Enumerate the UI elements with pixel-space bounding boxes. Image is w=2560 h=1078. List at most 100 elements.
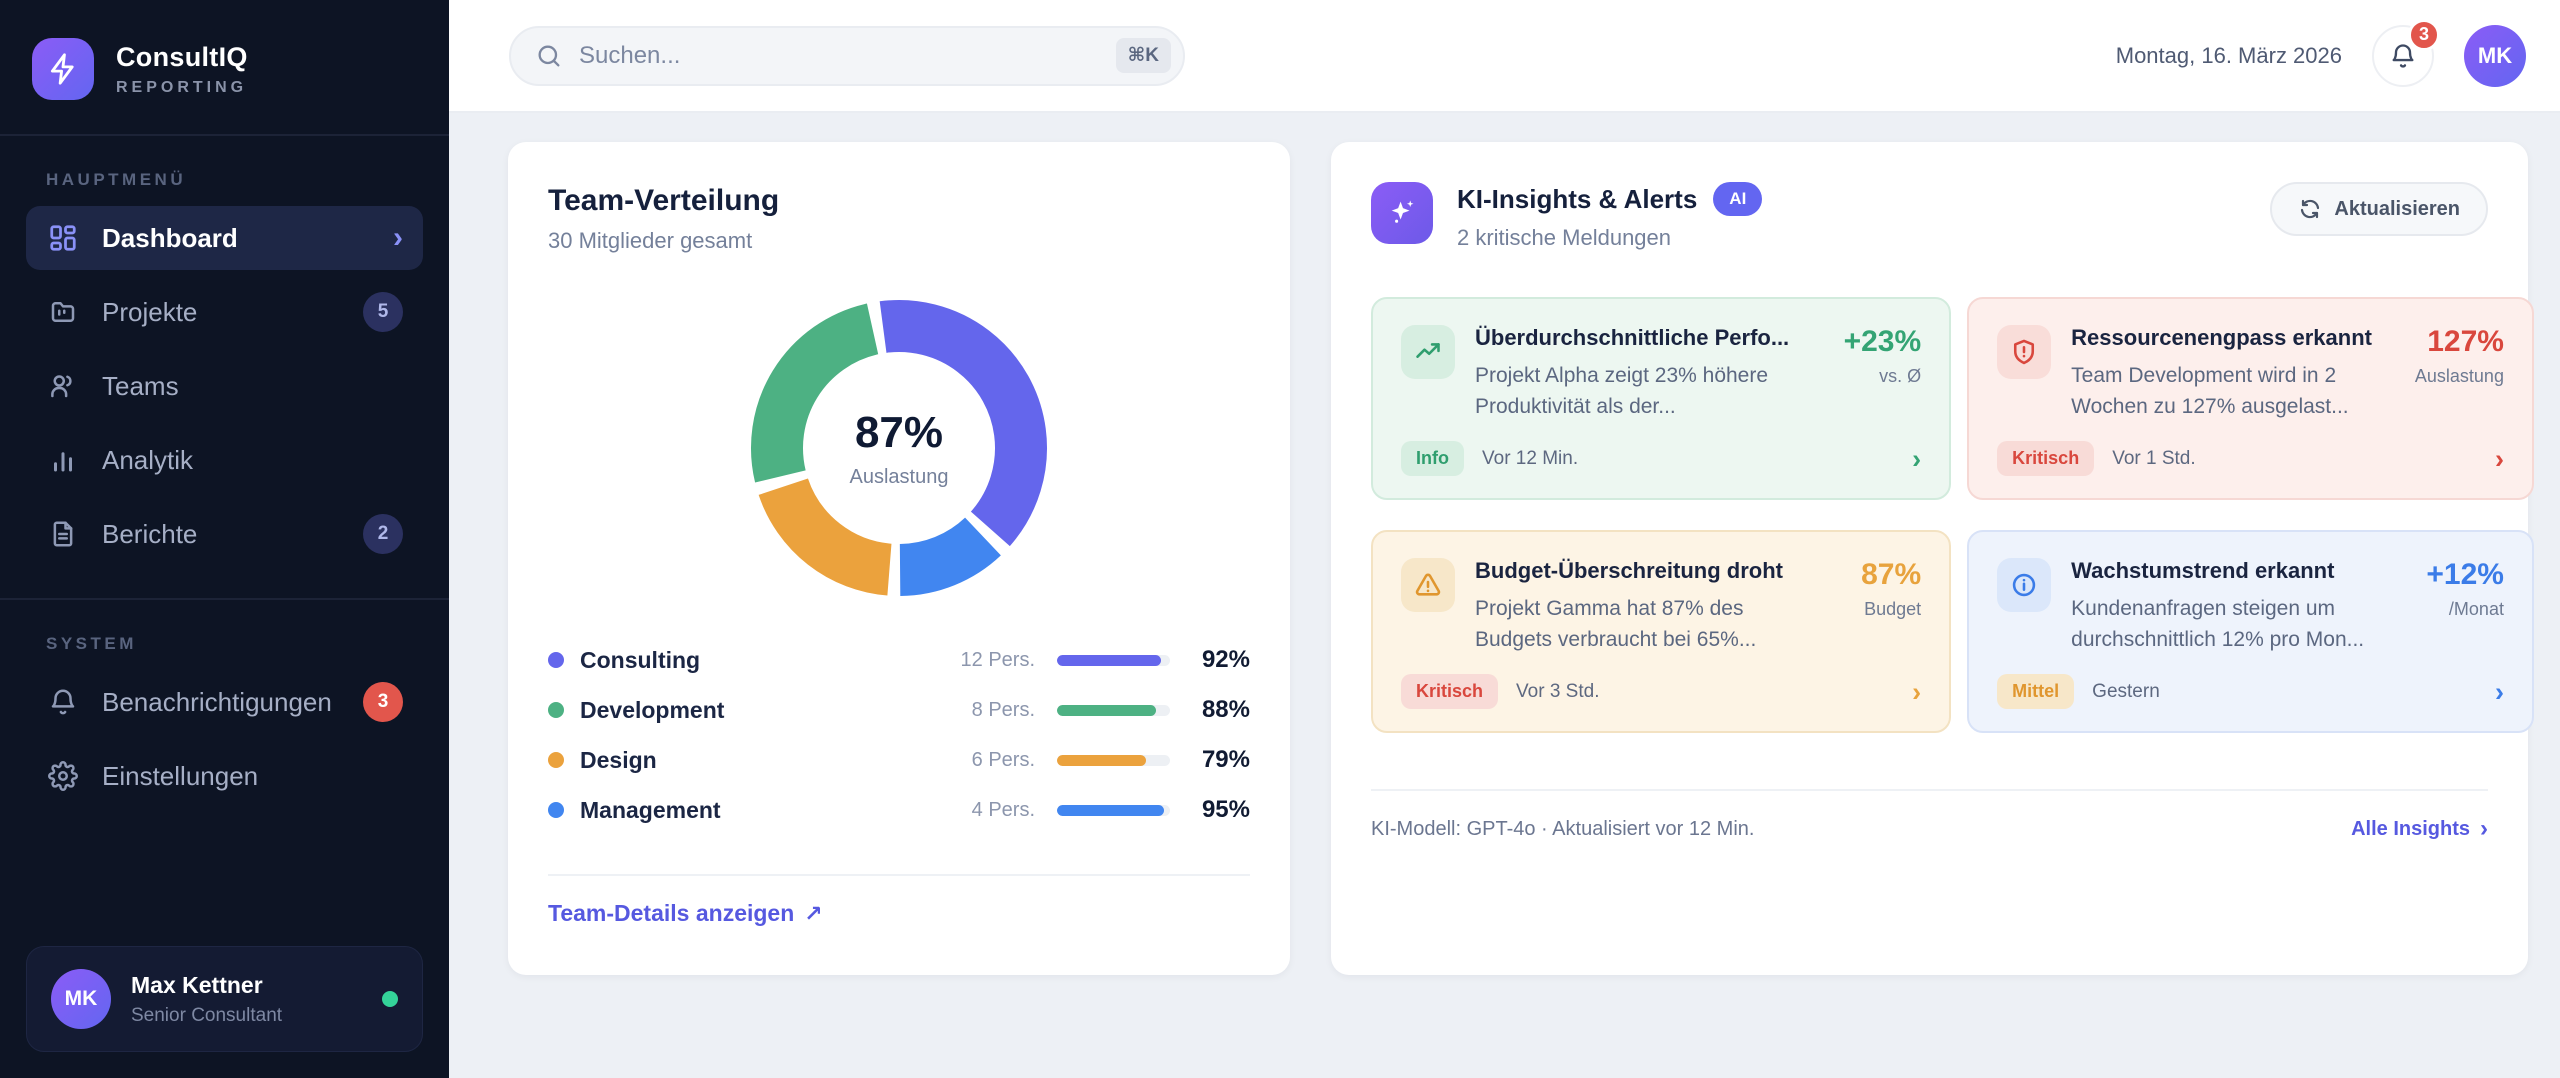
trend-up-icon (1401, 325, 1455, 379)
chevron-right-icon: › (2494, 443, 2504, 474)
user-role: Senior Consultant (131, 1004, 283, 1026)
divider (0, 598, 449, 600)
brand-name: ConsultIQ (116, 41, 248, 72)
legend-dot (548, 702, 564, 718)
chevron-right-icon: › (2494, 676, 2504, 707)
insight-value: 87% (1861, 558, 1922, 591)
severity-badge: Info (1401, 441, 1464, 476)
legend-dot (548, 752, 564, 768)
insights-grid: Überdurchschnittliche Perfo... Projekt A… (1371, 297, 2534, 733)
system-nav: Benachrichtigungen 3 Einstellungen (0, 670, 449, 818)
sidebar-item-analytik[interactable]: Analytik (26, 428, 423, 492)
legend-row-management: Management 4 Pers. 95% (548, 796, 1250, 824)
insight-body: Projekt Alpha zeigt 23% höhere Produktiv… (1475, 364, 1769, 418)
sparkles-icon (1371, 182, 1433, 244)
legend-row-design: Design 6 Pers. 79% (548, 746, 1250, 774)
sidebar-item-label: Einstellungen (102, 760, 259, 791)
severity-badge: Kritisch (1997, 441, 2095, 476)
bar-chart-icon (46, 443, 80, 477)
insight-unit: Auslastung (2414, 366, 2504, 386)
severity-badge: Mittel (1997, 674, 2075, 709)
sidebar: ConsultIQ REPORTING HAUPTMENÜ Dashboard … (0, 0, 449, 1078)
sidebar-item-label: Dashboard (102, 222, 238, 253)
donut-center-label: Auslastung (849, 465, 949, 488)
divider (1371, 789, 2488, 791)
utilization-bar (1057, 804, 1170, 816)
refresh-button[interactable]: Aktualisieren (2270, 182, 2488, 236)
shield-alert-icon (1997, 325, 2052, 379)
notification-count-badge: 3 (363, 682, 403, 722)
brand-logo-zap-icon (32, 38, 94, 100)
external-link-arrow-icon: ↗ (804, 900, 823, 926)
file-icon (46, 517, 80, 551)
insight-unit: vs. Ø (1879, 366, 1922, 386)
folder-icon (46, 295, 80, 329)
sidebar-item-label: Analytik (102, 444, 194, 475)
utilization-bar (1057, 654, 1170, 666)
main-area: Suchen... ⌘K Montag, 16. März 2026 3 MK … (449, 0, 2560, 1078)
card-title: Team-Verteilung (548, 184, 780, 217)
sidebar-item-label: Projekte (102, 296, 198, 327)
all-insights-link[interactable]: Alle Insights › (2351, 815, 2488, 842)
team-legend: Consulting 12 Pers. 92% Development 8 Pe… (548, 646, 1250, 846)
insight-body: Projekt Gamma hat 87% des Budgets verbra… (1475, 597, 1757, 651)
insight-card-budget[interactable]: Budget-Überschreitung droht Projekt Gamm… (1371, 530, 1952, 733)
info-circle-icon (1997, 558, 2052, 612)
sidebar-item-teams[interactable]: Teams (26, 354, 423, 418)
refresh-icon (2298, 197, 2322, 221)
donut-svg (750, 300, 1047, 596)
header-avatar[interactable]: MK (2464, 24, 2526, 87)
gear-icon (46, 759, 80, 793)
avatar: MK (51, 969, 111, 1029)
dashboard-grid-icon (46, 221, 80, 255)
search-icon (535, 42, 563, 70)
user-name: Max Kettner (131, 971, 263, 998)
insight-card-growth[interactable]: Wachstumstrend erkannt Kundenanfragen st… (1967, 530, 2534, 733)
insight-unit: Budget (1864, 599, 1922, 619)
card-title: KI-Insights & Alerts (1457, 183, 1698, 214)
insight-card-resources[interactable]: Ressourcenengpass erkannt Team Developme… (1967, 297, 2534, 500)
notifications-button[interactable]: 3 (2372, 18, 2440, 87)
insight-card-performance[interactable]: Überdurchschnittliche Perfo... Projekt A… (1371, 297, 1952, 500)
count-badge: 5 (363, 292, 403, 332)
utilization-bar (1057, 754, 1170, 766)
donut-segment-management (751, 300, 1047, 596)
insight-value: +12% (2426, 558, 2504, 591)
ai-model-info: KI-Modell: GPT-4o · Aktualisiert vor 12 … (1371, 817, 1755, 840)
severity-badge: Kritisch (1401, 674, 1499, 709)
insight-title: Wachstumstrend erkannt (2071, 558, 2335, 583)
donut-segment-design (750, 300, 1047, 596)
count-badge: 2 (363, 514, 403, 554)
insight-value: +23% (1843, 325, 1922, 358)
brand-tagline: REPORTING (116, 78, 248, 96)
insight-time: Vor 1 Std. (2112, 447, 2196, 469)
sidebar-item-einstellungen[interactable]: Einstellungen (26, 744, 423, 808)
user-card[interactable]: MK Max Kettner Senior Consultant (26, 946, 423, 1052)
section-label-hauptmenu: HAUPTMENÜ (46, 170, 187, 189)
sidebar-item-benachrichtigungen[interactable]: Benachrichtigungen 3 (26, 670, 423, 734)
sidebar-item-dashboard[interactable]: Dashboard › (26, 206, 423, 270)
sidebar-item-label: Benachrichtigungen (102, 686, 332, 717)
sidebar-item-projekte[interactable]: Projekte 5 (26, 280, 423, 344)
dashboard-content: Team-Verteilung 30 Mitglieder gesamt 87%… (449, 113, 2560, 1078)
ki-insights-card: KI-Insights & Alerts AI 2 kritische Meld… (1331, 142, 2534, 975)
legend-dot (548, 802, 564, 818)
team-details-link[interactable]: Team-Details anzeigen ↗ (548, 900, 823, 926)
insight-title: Ressourcenengpass erkannt (2071, 325, 2372, 350)
sidebar-item-berichte[interactable]: Berichte 2 (26, 502, 423, 566)
legend-dot (548, 652, 564, 668)
chevron-right-icon: › (1912, 676, 1922, 707)
online-status-dot (382, 991, 398, 1007)
brand: ConsultIQ REPORTING (0, 0, 449, 134)
chevron-right-icon: › (393, 221, 403, 254)
donut-segment-consulting (751, 300, 1047, 596)
insight-time: Gestern (2092, 680, 2160, 702)
legend-row-consulting: Consulting 12 Pers. 92% (548, 646, 1250, 674)
legend-row-development: Development 8 Pers. 88% (548, 696, 1250, 724)
topbar: Suchen... ⌘K Montag, 16. März 2026 3 MK (449, 0, 2560, 113)
main-nav: Dashboard › Projekte 5 Teams An (0, 206, 449, 576)
insight-time: Vor 3 Std. (1516, 680, 1600, 702)
search-input[interactable]: Suchen... ⌘K (509, 25, 1185, 86)
donut-segment-development (751, 300, 1047, 596)
card-subtitle: 2 kritische Meldungen (1457, 225, 1672, 250)
